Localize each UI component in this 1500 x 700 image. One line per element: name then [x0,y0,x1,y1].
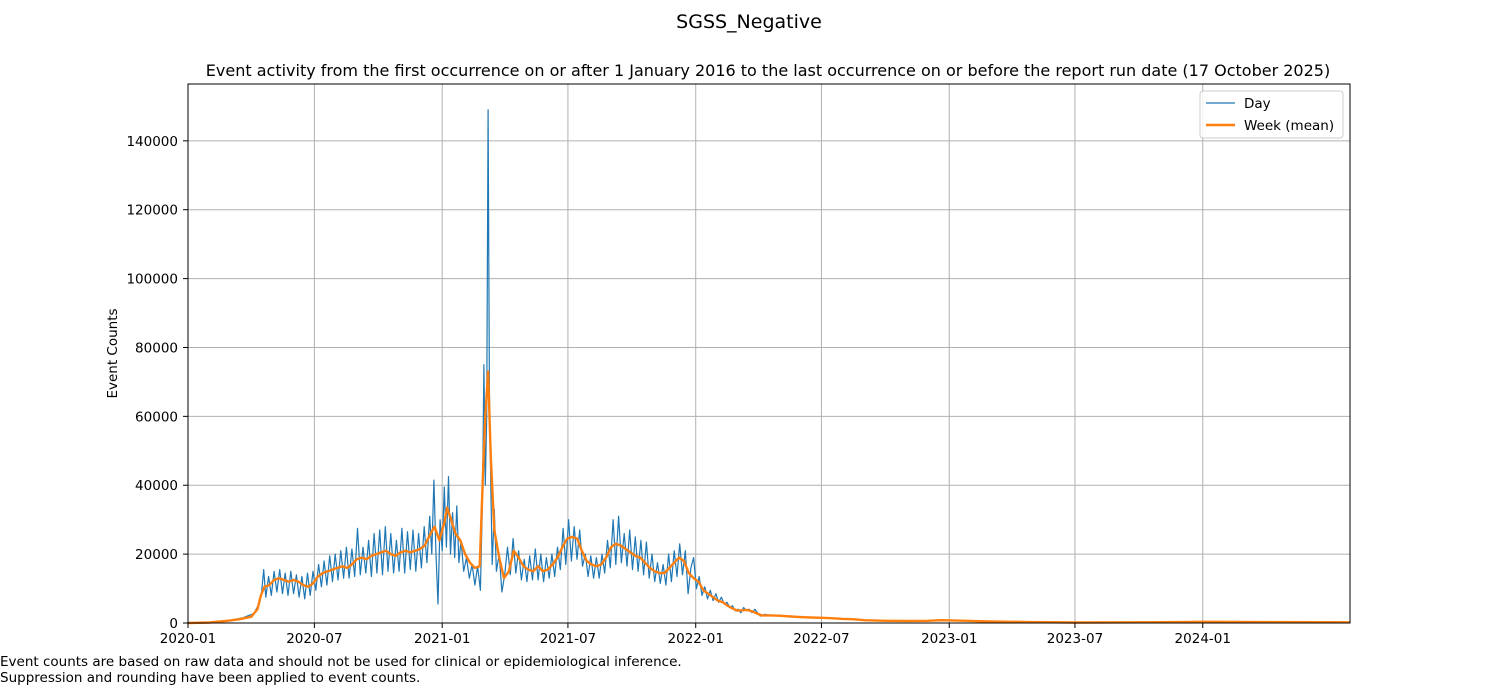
x-tick-label: 2022-07 [793,631,849,647]
legend-label: Day [1244,96,1271,112]
x-tick-label: 2024-01 [1175,631,1231,647]
grid [187,84,1350,624]
y-tick-label: 120000 [126,203,178,219]
y-tick-label: 20000 [135,547,178,563]
x-tick-label: 2020-07 [286,631,342,647]
figure-title: SGSS_Negative [676,11,822,33]
chart-title: Event activity from the first occurrence… [206,61,1330,80]
axes-frame [187,83,1351,624]
legend: Day Week (mean) [1199,90,1344,139]
x-tick-label: 2023-01 [921,631,977,647]
legend-label: Week (mean) [1244,118,1334,134]
footnote-disclaimer: Event counts are based on raw data and s… [0,654,682,670]
y-tick-label: 0 [169,616,178,632]
y-axis-label: Event Counts [105,308,121,398]
ticks: 2020-01 2020-07 2021-01 2021-07 2022-01 2022-… [126,134,1231,647]
day-line [187,109,1351,624]
footnote-suppression: Suppression and rounding have been appli… [0,670,421,686]
x-tick-label: 2020-01 [160,631,216,647]
y-tick-label: 60000 [135,409,178,425]
y-tick-label: 40000 [135,478,178,494]
x-tick-label: 2021-07 [540,631,596,647]
y-tick-label: 100000 [126,272,178,288]
x-tick-label: 2023-07 [1047,631,1103,647]
y-tick-label: 80000 [135,340,178,356]
series-layer [187,109,1351,625]
x-tick-label: 2021-01 [414,631,470,647]
legend-box [1199,90,1344,139]
x-tick-label: 2022-01 [668,631,724,647]
week-mean-line [187,370,1351,625]
y-tick-label: 140000 [126,134,178,150]
